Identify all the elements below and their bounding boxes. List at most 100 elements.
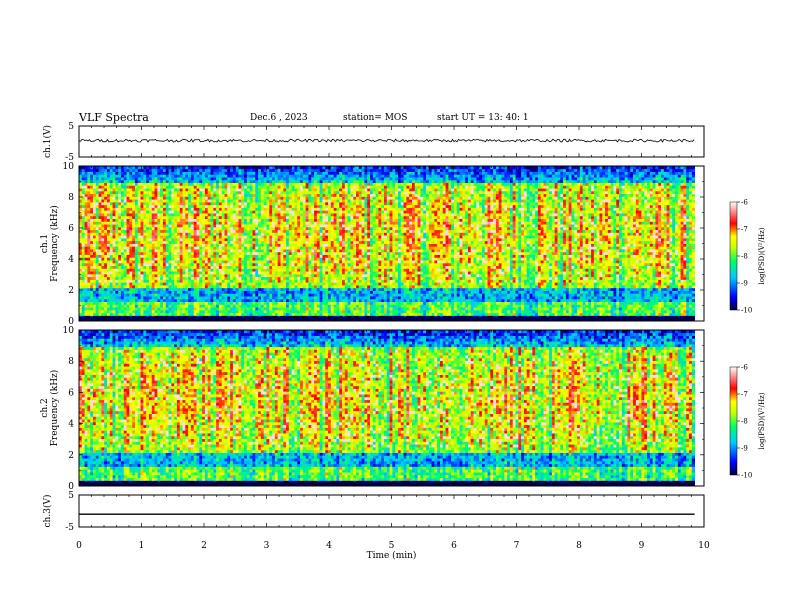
spectrogram-cell: [90, 199, 93, 202]
spectrogram-cell: [132, 299, 135, 302]
spectrogram-cell: [85, 188, 88, 191]
spectrogram-cell: [96, 216, 99, 219]
spectrogram-cell: [96, 180, 99, 183]
spectrogram-cell: [93, 244, 96, 247]
spectrogram-cell: [129, 274, 132, 277]
spectrogram-cell: [93, 288, 96, 291]
spectrogram-cell: [93, 202, 96, 205]
spectrogram-cell: [124, 213, 127, 216]
spectrogram-cell: [90, 296, 93, 299]
spectrogram-cell: [115, 288, 118, 291]
spectrogram-cell: [107, 235, 110, 238]
spectrogram-cell: [113, 302, 116, 305]
spectrogram-cell: [99, 196, 102, 199]
spectrogram-cell: [90, 213, 93, 216]
spectrogram-cell: [124, 260, 127, 263]
spectrogram-cell: [93, 183, 96, 186]
spectrogram-cell: [141, 183, 144, 186]
spectrogram-cell: [132, 307, 135, 310]
spectrogram-cell: [115, 174, 118, 177]
spectrogram-cell: [132, 202, 135, 205]
spectrogram-cell: [146, 238, 149, 241]
spectrogram-cell: [121, 210, 124, 213]
spectrogram-cell: [143, 199, 146, 202]
spectrogram-cell: [96, 172, 99, 175]
spectrogram-cell: [118, 304, 121, 307]
spectrogram-cell: [93, 191, 96, 194]
spectrogram-cell: [101, 202, 104, 205]
spectrogram-cell: [113, 263, 116, 266]
spectrogram-cell: [87, 257, 90, 260]
spectrogram-cell: [135, 194, 138, 197]
spectrogram-cell: [82, 299, 85, 302]
spectrogram-cell: [127, 180, 130, 183]
spectrogram-cell: [99, 216, 102, 219]
spectrogram-cell: [107, 296, 110, 299]
spectrogram-cell: [90, 310, 93, 313]
spectrogram-cell: [149, 310, 152, 313]
spectrogram-cell: [135, 271, 138, 274]
spectrogram-cell: [146, 277, 149, 280]
spectrogram-cell: [87, 185, 90, 188]
spectrogram-cell: [104, 216, 107, 219]
spectrogram-cell: [99, 257, 102, 260]
spectrogram-cell: [99, 282, 102, 285]
spectrogram-cell: [87, 285, 90, 288]
spectrogram-cell: [110, 219, 113, 222]
spectrogram-cell: [99, 183, 102, 186]
spectrogram-cell: [101, 185, 104, 188]
spectrogram-cell: [124, 194, 127, 197]
spectrogram-cell: [118, 285, 121, 288]
spectrogram-cell: [93, 219, 96, 222]
spectrogram-cell: [96, 241, 99, 244]
spectrogram-cell: [104, 208, 107, 211]
spectrogram-cell: [85, 241, 88, 244]
spectrogram-cell: [138, 205, 141, 208]
spectrogram-cell: [96, 221, 99, 224]
spectrogram-cell: [124, 310, 127, 313]
spectrogram-cell: [149, 313, 152, 316]
spectrogram-cell: [85, 257, 88, 260]
spectrogram-cell: [138, 307, 141, 310]
spectrogram-cell: [121, 172, 124, 175]
spectrogram-cell: [132, 291, 135, 294]
spectrogram-cell: [99, 291, 102, 294]
spectrogram-cell: [101, 302, 104, 305]
spectrogram-cell: [82, 221, 85, 224]
spectrogram-cell: [143, 202, 146, 205]
spectrogram-cell: [113, 188, 116, 191]
spectrogram-cell: [118, 172, 121, 175]
spectrogram-cell: [121, 221, 124, 224]
spectrogram-cell: [127, 252, 130, 255]
spectrogram-cell: [90, 191, 93, 194]
spectrogram-cell: [113, 246, 116, 249]
spectrogram-cell: [113, 174, 116, 177]
spectrogram-cell: [104, 235, 107, 238]
spectrogram-cell: [107, 274, 110, 277]
spectrogram-cell: [101, 252, 104, 255]
spectrogram-cell: [146, 293, 149, 296]
spectrogram-cell: [118, 271, 121, 274]
spectrogram-cell: [127, 249, 130, 252]
spectrogram-cell: [110, 230, 113, 233]
spectrogram-cell: [85, 174, 88, 177]
spectrogram-cell: [143, 244, 146, 247]
spectrogram-cell: [118, 238, 121, 241]
spectrogram-cell: [138, 172, 141, 175]
spectrogram-cell: [143, 216, 146, 219]
spectrogram-cell: [138, 271, 141, 274]
spectrogram-cell: [127, 208, 130, 211]
spectrogram-cell: [132, 252, 135, 255]
spectrogram-cell: [124, 277, 127, 280]
spectrogram-cell: [96, 244, 99, 247]
spectrogram-cell: [85, 219, 88, 222]
spectrogram-cell: [110, 185, 113, 188]
spectrogram-cell: [85, 232, 88, 235]
spectrogram-cell: [85, 230, 88, 233]
spectrogram-cell: [149, 268, 152, 271]
spectrogram-cell: [113, 196, 116, 199]
spectrogram-cell: [149, 257, 152, 260]
spectrogram-cell: [82, 180, 85, 183]
spectrogram-cell: [96, 288, 99, 291]
spectrogram-cell: [113, 208, 116, 211]
